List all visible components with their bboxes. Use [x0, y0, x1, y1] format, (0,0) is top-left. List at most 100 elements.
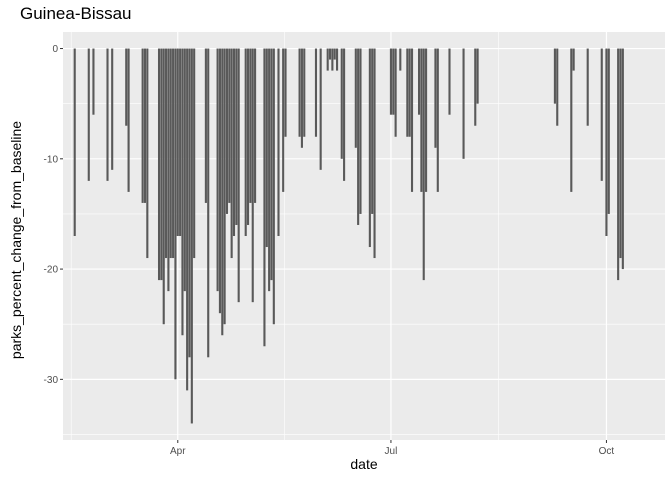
- bar: [605, 48, 608, 236]
- bar: [207, 48, 210, 358]
- bar: [254, 48, 257, 203]
- bar: [476, 48, 479, 104]
- bar: [417, 48, 421, 115]
- chart-title: Guinea-Bissau: [20, 4, 132, 23]
- bar: [600, 48, 603, 181]
- bar: [223, 48, 226, 325]
- bar: [336, 48, 339, 71]
- bar: [392, 48, 395, 115]
- bar: [343, 48, 346, 181]
- bar: [331, 48, 334, 71]
- bar: [282, 48, 285, 192]
- bar: [425, 48, 428, 192]
- bar: [263, 48, 266, 347]
- bar: [125, 48, 128, 126]
- bar: [314, 48, 318, 137]
- bar: [399, 48, 402, 71]
- bar: [408, 48, 411, 137]
- bar: [328, 48, 332, 60]
- bar: [368, 48, 371, 248]
- x-tick-label: Apr: [170, 446, 186, 457]
- axes: 0 -10 -20 -30 Apr Jul Oct: [44, 44, 615, 457]
- bar: [333, 48, 336, 60]
- bar: [265, 48, 268, 248]
- bar: [300, 48, 303, 148]
- bar: [619, 48, 622, 259]
- bar: [92, 48, 95, 115]
- bar: [319, 48, 322, 170]
- bar: [218, 48, 221, 314]
- bar: [244, 48, 247, 236]
- bar: [228, 48, 231, 203]
- bar: [249, 48, 252, 203]
- bar: [169, 48, 172, 259]
- bar: [179, 48, 182, 236]
- bar: [165, 48, 168, 259]
- bar: [298, 48, 301, 137]
- bar: [474, 48, 477, 126]
- bar: [277, 48, 280, 236]
- bar: [111, 48, 114, 170]
- bar: [246, 48, 250, 225]
- bar: [157, 48, 161, 281]
- bar: [270, 48, 273, 281]
- bar: [572, 48, 575, 71]
- bar: [216, 48, 219, 292]
- bar: [221, 48, 224, 336]
- bar: [141, 48, 144, 203]
- bar: [143, 48, 147, 203]
- bar: [422, 48, 425, 281]
- bar: [87, 48, 90, 181]
- bar: [183, 48, 186, 292]
- bar: [462, 48, 465, 159]
- bar: [617, 48, 620, 281]
- bar: [340, 48, 343, 159]
- bar: [73, 48, 76, 236]
- bar: [420, 48, 423, 192]
- bar: [607, 48, 610, 214]
- bar: [225, 48, 229, 214]
- bar: [235, 48, 238, 225]
- bar: [556, 48, 559, 126]
- bar: [436, 48, 439, 192]
- bars: [73, 48, 624, 424]
- bar: [230, 48, 233, 259]
- bar: [268, 48, 271, 292]
- y-tick-label: -20: [44, 265, 59, 276]
- y-axis-label: parks_percent_change_from_baseline: [8, 120, 24, 360]
- y-tick-label: 0: [52, 44, 58, 55]
- x-tick-label: Oct: [599, 446, 615, 457]
- bar: [272, 48, 275, 325]
- bar: [553, 48, 556, 104]
- bar: [162, 48, 165, 325]
- bar: [127, 48, 130, 192]
- bar: [160, 48, 163, 281]
- bar: [284, 48, 287, 137]
- bar: [186, 48, 189, 391]
- bar: [326, 48, 329, 71]
- bar: [204, 48, 207, 203]
- bar: [174, 48, 177, 380]
- bar: [371, 48, 374, 214]
- x-axis-label: date: [350, 456, 378, 472]
- bar: [357, 48, 360, 225]
- bar: [193, 48, 196, 259]
- bar: [106, 48, 109, 181]
- bar: [434, 48, 437, 148]
- bar: [232, 48, 236, 236]
- bar: [354, 48, 357, 148]
- y-tick-label: -10: [44, 154, 59, 165]
- bar: [303, 48, 306, 137]
- bar: [237, 48, 240, 303]
- bar: [570, 48, 573, 192]
- bar: [389, 48, 392, 115]
- bar: [167, 48, 170, 292]
- bar: [394, 48, 397, 137]
- bar: [190, 48, 193, 424]
- bar: [146, 48, 149, 259]
- y-tick-label: -30: [44, 375, 59, 386]
- bar: [373, 48, 376, 259]
- x-tick-label: Jul: [385, 446, 398, 457]
- bar: [181, 48, 184, 336]
